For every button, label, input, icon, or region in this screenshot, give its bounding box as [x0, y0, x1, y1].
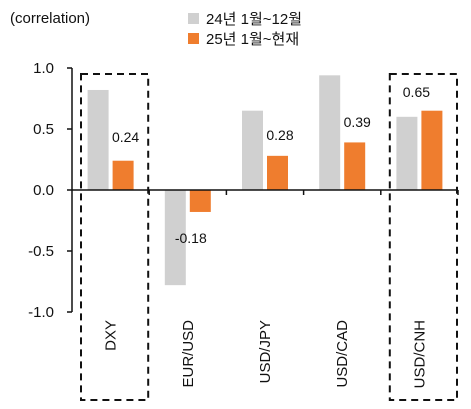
- highlight-box-dxy: [80, 73, 150, 401]
- y-tick-label: -0.5: [28, 243, 54, 260]
- bar-dxy-series0: [87, 89, 109, 190]
- bar-usd-cad-series1: [344, 142, 366, 190]
- bar-usd-cad-series0: [319, 75, 341, 190]
- data-label: 0.39: [344, 114, 371, 130]
- legend-label-2025: 25년 1월~현재: [206, 30, 300, 48]
- y-tick-label: 0.5: [33, 121, 54, 138]
- legend-label-2024: 24년 1월~12월: [206, 10, 303, 28]
- legend-swatch-2025: [188, 32, 199, 44]
- legend-item-2024: 24년 1월~12월: [188, 8, 302, 28]
- bar-usd-jpy-series0: [242, 110, 263, 190]
- category-label: USD/CNH: [411, 320, 428, 388]
- bar-dxy-series1: [112, 160, 134, 190]
- data-label: -0.18: [175, 230, 207, 246]
- y-unit-label: (correlation): [10, 10, 91, 27]
- data-label: 0.24: [112, 129, 139, 145]
- legend-item-2025: 25년 1월~현재: [188, 28, 302, 48]
- bar-eur-usd-series0: [164, 190, 186, 286]
- category-label: USD/JPY: [257, 320, 274, 383]
- legend: 24년 1월~12월 25년 1월~현재: [188, 8, 302, 48]
- data-label: 0.65: [403, 84, 430, 100]
- category-label: DXY: [103, 320, 120, 351]
- y-tick-label: 0.0: [33, 182, 54, 199]
- y-tick-label: -1.0: [28, 304, 54, 321]
- bar-usd-jpy-series1: [267, 155, 288, 190]
- legend-swatch-2024: [188, 12, 199, 24]
- bar-usd-cnh-series0: [396, 116, 418, 190]
- bar-eur-usd-series1: [189, 190, 211, 212]
- bar-usd-cnh-series1: [421, 110, 443, 190]
- data-label: 0.28: [266, 127, 293, 143]
- highlight-box-usd-cnh: [388, 73, 458, 401]
- category-label: USD/CAD: [334, 320, 351, 388]
- category-label: EUR/USD: [180, 320, 197, 388]
- y-tick-label: 1.0: [33, 60, 54, 77]
